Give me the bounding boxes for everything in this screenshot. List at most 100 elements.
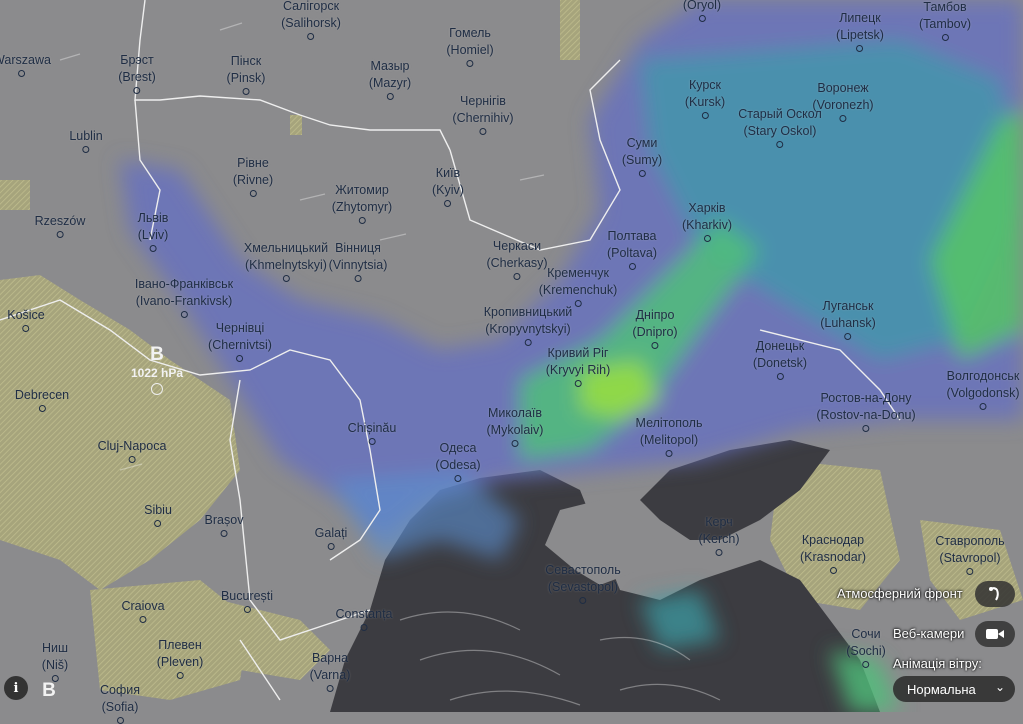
city-dot-icon xyxy=(133,87,141,94)
city-label: Керч (Kerch) xyxy=(698,514,740,556)
city-latin-name: (Kerch) xyxy=(698,532,740,546)
city-label: Рівне (Rivne) xyxy=(233,155,273,197)
city-label: София (Sofia) xyxy=(100,682,140,724)
city-dot-icon xyxy=(180,311,188,318)
city-name: Волгодонськ xyxy=(946,369,1020,383)
city-latin-name: (Sofia) xyxy=(101,700,139,714)
city-dot-icon xyxy=(776,373,784,380)
city-latin-name: (Oryol) xyxy=(682,0,722,12)
city-dot-icon xyxy=(466,60,474,67)
city-dot-icon xyxy=(579,597,587,604)
city-name: Ниш xyxy=(41,641,69,655)
city-label: Харків (Kharkiv) xyxy=(682,200,732,242)
city-label: Черкаси (Cherkasy) xyxy=(486,238,548,280)
city-label: Craiova xyxy=(121,598,165,623)
city-latin-name: (Luhansk) xyxy=(820,316,876,330)
city-name: Ставрополь xyxy=(935,534,1005,548)
city-name: Старый Оскол xyxy=(738,107,822,121)
city-name: Луганськ xyxy=(822,299,874,313)
city-label: Warszawa xyxy=(0,52,51,77)
city-dot-icon xyxy=(386,93,394,100)
city-dot-icon xyxy=(454,475,462,482)
city-label: Кременчук (Kremenchuk) xyxy=(539,265,617,307)
city-dot-icon xyxy=(479,128,487,135)
city-label: Брэст (Brest) xyxy=(118,52,156,94)
city-label: Кропивницький (Kropyvnytskyi) xyxy=(484,304,572,346)
city-dot-icon xyxy=(844,333,852,340)
city-latin-name: (Odesa) xyxy=(435,458,481,472)
city-label: Тамбов (Tambov) xyxy=(919,0,971,41)
city-latin-name: (Kryvyi Rih) xyxy=(545,363,611,377)
city-latin-name: (Mazyr) xyxy=(368,76,412,90)
city-label: Cluj-Napoca xyxy=(98,438,166,463)
city-name: Липецк xyxy=(839,11,881,25)
city-dot-icon xyxy=(242,88,250,95)
city-latin-name: (Voronezh) xyxy=(812,98,874,112)
city-name: Lublin xyxy=(69,129,103,143)
city-latin-name: (Rostov-na-Donu) xyxy=(816,408,916,422)
city-label: Rzeszów xyxy=(34,213,86,238)
city-dot-icon xyxy=(444,200,452,207)
country-borders xyxy=(0,0,901,701)
city-latin-name: (Cherkasy) xyxy=(486,256,548,270)
snow-areas xyxy=(0,0,1023,700)
city-dot-icon xyxy=(574,380,582,387)
city-label: Chișinău xyxy=(348,420,396,445)
city-name: Керч xyxy=(705,515,733,529)
city-dot-icon xyxy=(574,300,582,307)
city-label: Івано-Франківськ (Ivano-Frankivsk) xyxy=(135,276,233,318)
city-label: Вінниця (Vinnytsia) xyxy=(328,240,388,282)
city-label: Košice xyxy=(7,307,45,332)
city-dot-icon xyxy=(368,438,376,445)
city-dot-icon xyxy=(82,146,90,153)
city-label: Ниш (Niš) xyxy=(42,640,68,682)
city-name: Rzeszów xyxy=(34,214,86,228)
city-latin-name: (Chernihiv) xyxy=(452,111,514,125)
city-latin-name: (Kharkiv) xyxy=(681,218,733,232)
city-dot-icon xyxy=(327,543,335,550)
city-label: Чернівці (Chernivtsi) xyxy=(208,320,272,362)
city-latin-name: (Kropyvnytskyi) xyxy=(485,322,571,336)
city-name: Рівне xyxy=(237,156,269,170)
city-label: Одеса (Odesa) xyxy=(435,440,481,482)
city-name: Одеса xyxy=(439,441,477,455)
city-label: (Oryol) xyxy=(683,0,721,22)
city-name: Чернігів xyxy=(460,94,506,108)
city-name: Brașov xyxy=(204,513,244,527)
city-name: Черкаси xyxy=(492,239,542,253)
city-latin-name: (Pleven) xyxy=(156,655,204,669)
webcams-label: Веб-камери xyxy=(893,626,965,641)
city-dot-icon xyxy=(665,450,673,457)
city-name: Мазыр xyxy=(370,59,410,73)
weather-front-button[interactable] xyxy=(975,581,1015,607)
city-label: Galați xyxy=(315,525,347,550)
wind-animation-label: Анімація вітру: xyxy=(893,656,982,671)
city-name: Миколаїв xyxy=(487,406,543,420)
weather-front-label: Атмосферний фронт xyxy=(837,586,963,601)
city-label: Севастополь (Sevastopol) xyxy=(545,562,621,604)
city-label: Салігорск (Salihorsk) xyxy=(281,0,341,40)
city-latin-name: (Homiel) xyxy=(446,43,494,57)
city-latin-name: (Ivano-Frankivsk) xyxy=(135,294,233,308)
city-name: Севастополь xyxy=(545,563,621,577)
city-label: Пінск (Pinsk) xyxy=(227,53,265,95)
city-label: Донецьк (Donetsk) xyxy=(753,338,807,380)
city-name: Кременчук xyxy=(547,266,609,280)
wind-animation-select[interactable]: Нормальна ⌄ xyxy=(893,676,1015,702)
city-name: Київ xyxy=(435,166,461,180)
city-dot-icon xyxy=(51,675,59,682)
info-button[interactable]: i xyxy=(4,676,28,700)
city-dot-icon xyxy=(979,403,987,410)
city-name: Житомир xyxy=(335,183,389,197)
city-dot-icon xyxy=(56,231,64,238)
city-latin-name: (Vinnytsia) xyxy=(328,258,388,272)
webcams-button[interactable] xyxy=(975,621,1015,647)
city-name: Воронеж xyxy=(817,81,869,95)
city-latin-name: (Brest) xyxy=(118,70,156,84)
city-name: Плевен xyxy=(158,638,202,652)
city-dot-icon xyxy=(154,520,162,527)
city-label: Гомель (Homiel) xyxy=(446,25,494,67)
city-latin-name: (Sumy) xyxy=(621,153,663,167)
city-name: Пінск xyxy=(230,54,262,68)
